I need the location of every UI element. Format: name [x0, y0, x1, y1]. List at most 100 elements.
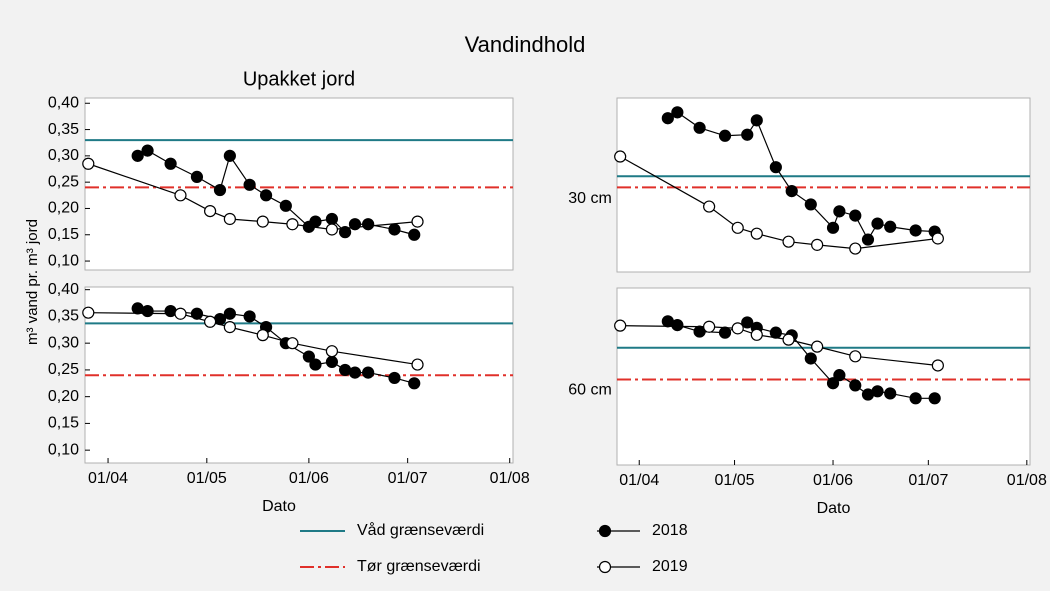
data-point — [286, 218, 299, 231]
data-point — [131, 302, 144, 315]
data-point — [826, 221, 840, 234]
data-point — [223, 307, 236, 320]
panel-title: Upakket jord — [243, 68, 355, 90]
data-point — [849, 242, 862, 255]
x-tick-label: 01/05 — [715, 472, 755, 489]
data-point — [362, 218, 375, 231]
y-tick-label: 0,20 — [48, 388, 79, 405]
data-point — [411, 358, 424, 371]
legend-label: Våd grænseværdi — [357, 521, 484, 539]
data-point — [325, 355, 339, 368]
y-tick-label: 0,10 — [48, 252, 79, 269]
data-point — [141, 144, 154, 157]
data-point — [833, 205, 846, 218]
y-tick-label: 0,25 — [48, 361, 79, 378]
data-point — [82, 157, 95, 170]
x-tick-label: 01/06 — [813, 472, 853, 489]
data-point — [750, 114, 763, 127]
x-tick-label: 01/07 — [908, 472, 948, 489]
row-label: 60 cm — [568, 382, 612, 399]
data-point — [782, 333, 795, 346]
y-tick-label: 0,35 — [48, 121, 79, 138]
data-point — [804, 352, 817, 365]
data-point — [223, 321, 236, 334]
data-point — [849, 379, 862, 392]
data-point — [325, 212, 339, 226]
data-point — [614, 150, 627, 163]
data-point — [741, 316, 754, 329]
data-point — [164, 304, 177, 318]
plot-area — [616, 287, 1031, 466]
data-point — [259, 189, 273, 202]
data-point — [931, 359, 944, 372]
x-tick-label: 01/08 — [490, 470, 530, 487]
data-point — [718, 326, 732, 339]
legend-label: Tør grænseværdi — [357, 558, 481, 575]
y-tick-label: 0,10 — [48, 441, 79, 458]
legend-label: 2019 — [652, 558, 688, 575]
legend-marker — [598, 524, 612, 538]
y-tick-label: 0,35 — [48, 308, 79, 325]
chart-title: Vandindhold — [465, 32, 586, 57]
row-label: 30 cm — [568, 190, 612, 207]
y-tick-label: 0,15 — [48, 415, 79, 432]
data-point — [909, 224, 922, 237]
data-point — [782, 235, 795, 248]
data-point — [411, 215, 424, 228]
data-point — [871, 217, 884, 230]
data-point — [693, 121, 706, 134]
data-point — [849, 350, 862, 363]
data-point — [769, 326, 782, 339]
x-tick-label: 01/04 — [619, 472, 659, 489]
data-point — [884, 220, 897, 233]
data-point — [309, 358, 322, 371]
data-point — [750, 328, 763, 341]
data-point — [811, 340, 824, 353]
data-point — [223, 149, 236, 162]
data-point — [750, 227, 763, 240]
data-point — [204, 204, 217, 218]
data-point — [256, 215, 269, 228]
data-point — [928, 392, 941, 405]
data-point — [849, 209, 862, 222]
data-point — [884, 387, 897, 400]
data-point — [325, 345, 339, 358]
data-point — [174, 307, 187, 320]
y-tick-label: 0,40 — [48, 94, 79, 111]
data-point — [826, 377, 840, 390]
data-point — [338, 363, 352, 377]
data-point — [388, 371, 401, 385]
data-point — [164, 157, 177, 170]
data-point — [811, 238, 824, 251]
data-point — [871, 385, 884, 398]
legend-label: 2018 — [652, 522, 688, 539]
data-point — [325, 223, 339, 236]
y-tick-label: 0,30 — [48, 334, 79, 351]
data-point — [785, 185, 798, 198]
data-point — [718, 129, 732, 142]
data-point — [174, 189, 187, 202]
x-tick-label: 01/06 — [289, 470, 329, 487]
data-point — [661, 112, 674, 125]
x-axis-label: Dato — [262, 498, 296, 515]
data-point — [309, 215, 322, 228]
data-point — [286, 337, 299, 350]
x-tick-label: 01/05 — [187, 470, 227, 487]
data-point — [703, 200, 716, 213]
data-point — [804, 198, 817, 211]
data-point — [190, 170, 204, 183]
y-tick-label: 0,25 — [48, 173, 79, 190]
plot-area — [84, 97, 514, 271]
data-point — [302, 350, 315, 363]
data-point — [131, 149, 144, 162]
data-point — [833, 369, 846, 382]
plot-area — [616, 97, 1031, 273]
data-point — [190, 307, 204, 320]
x-tick-label: 01/04 — [88, 470, 128, 487]
data-point — [703, 320, 716, 333]
data-point — [671, 106, 684, 119]
data-point — [731, 322, 744, 335]
x-axis-label: Dato — [817, 500, 851, 517]
data-point — [909, 392, 922, 405]
